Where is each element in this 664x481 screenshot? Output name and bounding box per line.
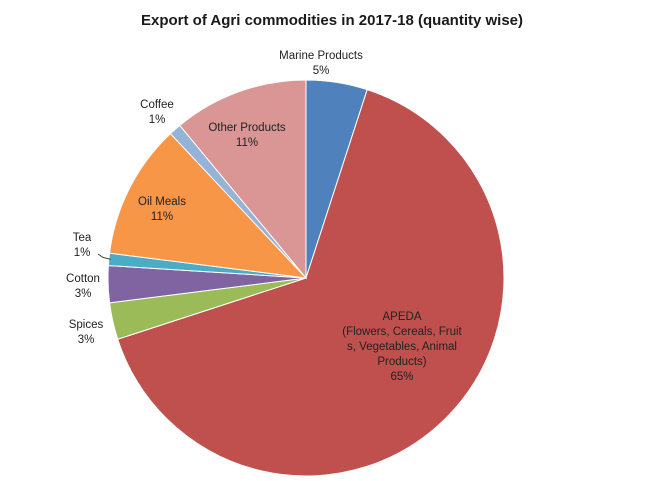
chart-title: Export of Agri commodities in 2017-18 (q… (140, 12, 524, 29)
pie-slice-oil-meals (109, 132, 308, 279)
label-coffee-value: 1% (148, 114, 166, 126)
label-oil-meals-value: 11% (150, 211, 174, 223)
label-apeda-line-4: Products) (377, 356, 427, 368)
label-other-products-value: 11% (235, 137, 259, 149)
label-marine-products-value: 5% (312, 65, 330, 77)
label-apeda: APEDA (Flowers, Cereals, Fruit s, Vegeta… (327, 310, 477, 385)
label-other-products: Other Products 11% (192, 121, 302, 151)
label-apeda-line-2: (Flowers, Cereals, Fruit (342, 326, 462, 338)
label-marine-products: Marine Products 5% (266, 49, 376, 79)
label-tea-name: Tea (72, 232, 92, 244)
label-tea: Tea 1% (57, 231, 107, 261)
pie-slice-other-products (179, 79, 307, 280)
label-cotton-name: Cotton (66, 273, 100, 285)
label-spices: Spices 3% (56, 318, 116, 348)
label-apeda-line-1: APEDA (382, 311, 422, 323)
label-tea-value: 1% (73, 247, 91, 259)
label-apeda-line-3: s, Vegetables, Animal (347, 341, 457, 353)
label-cotton: Cotton 3% (53, 272, 113, 302)
leader-line-tea (97, 253, 112, 260)
label-coffee: Coffee 1% (127, 98, 187, 128)
label-cotton-value: 3% (74, 288, 92, 300)
label-spices-name: Spices (68, 319, 104, 331)
label-oil-meals-name: Oil Meals (138, 196, 186, 208)
label-oil-meals: Oil Meals 11% (122, 195, 202, 225)
label-marine-products-name: Marine Products (279, 50, 363, 62)
label-apeda-value: 65% (390, 371, 414, 383)
label-coffee-name: Coffee (140, 99, 174, 111)
label-spices-value: 3% (77, 334, 95, 346)
pie-slice-apeda (117, 89, 505, 477)
label-other-products-name: Other Products (208, 122, 286, 134)
